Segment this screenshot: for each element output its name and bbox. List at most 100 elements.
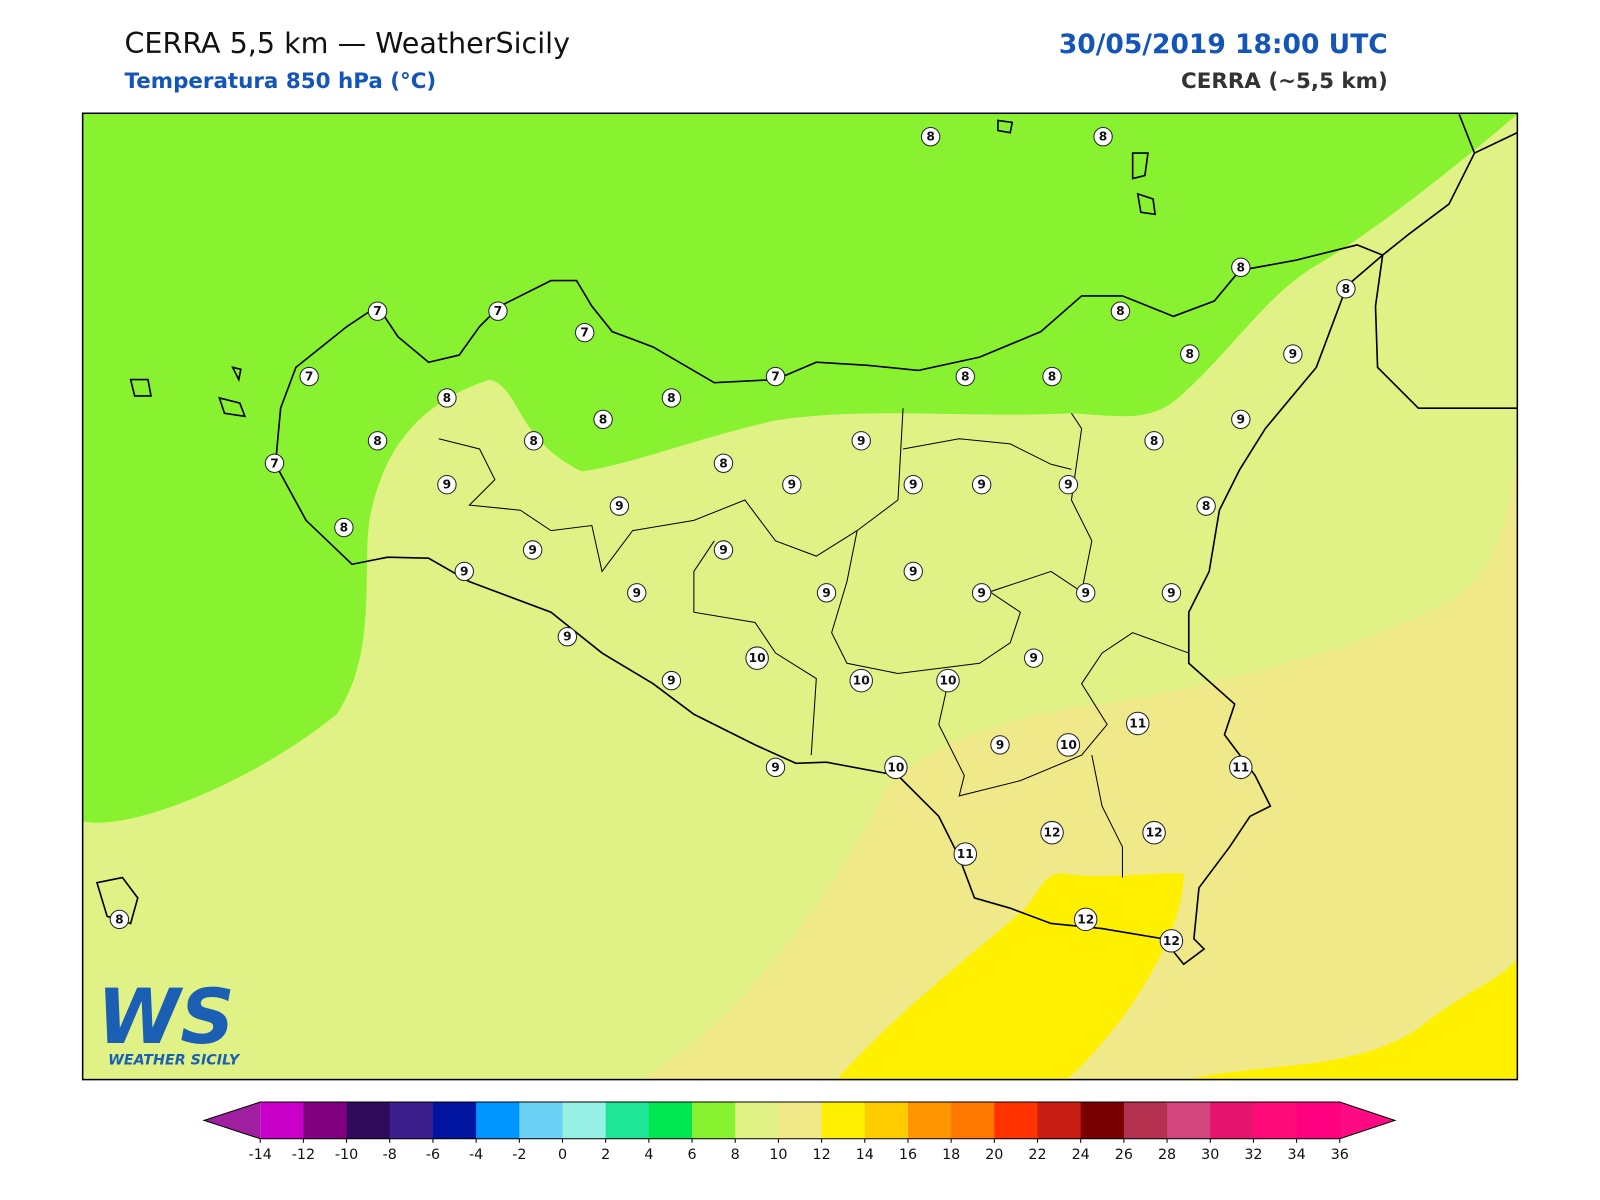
station: 9	[990, 735, 1010, 755]
station-marker	[903, 475, 923, 495]
station-marker	[1229, 755, 1253, 780]
station-marker	[745, 646, 769, 670]
station-value: 8	[1342, 282, 1351, 296]
station-value: 9	[771, 760, 780, 774]
station-value: 9	[667, 674, 676, 688]
colorbar-swatch	[260, 1102, 304, 1139]
station-value: 8	[1237, 260, 1246, 274]
station: 7	[264, 453, 285, 473]
station: 10	[1056, 733, 1081, 757]
station-marker	[661, 670, 682, 691]
station: 11	[1126, 711, 1150, 736]
colorbar-tick-label: 16	[899, 1147, 917, 1163]
colorbar-swatch	[1253, 1102, 1298, 1139]
colorbar-tick-label: 12	[813, 1147, 831, 1163]
station-marker	[990, 735, 1010, 755]
logo-mark: WS	[97, 973, 235, 1061]
colorbar-tick-label: 28	[1158, 1147, 1176, 1163]
station-marker	[713, 540, 734, 560]
station-value: 7	[580, 326, 589, 340]
colorbar-swatch	[778, 1102, 823, 1139]
field-12	[642, 448, 1518, 1080]
colorbar-tick-label: 6	[688, 1147, 697, 1163]
station-value: 9	[996, 738, 1005, 752]
colorbar-tick-label: 18	[942, 1147, 960, 1163]
colorbar-tick-label: 24	[1072, 1147, 1090, 1163]
station-value: 9	[1237, 412, 1246, 426]
station: 8	[1110, 301, 1131, 321]
province-borders	[438, 408, 1189, 878]
station: 7	[367, 301, 388, 321]
station-marker	[955, 366, 975, 387]
field-14	[1183, 959, 1518, 1080]
station: 8	[1093, 127, 1113, 147]
station-marker	[1040, 820, 1064, 845]
station-value: 8	[340, 521, 349, 535]
colorbar-tick-label: -6	[426, 1147, 440, 1163]
station: 9	[971, 475, 992, 495]
station: 9	[1058, 475, 1079, 495]
station-value: 9	[563, 630, 572, 644]
station-value: 9	[909, 478, 918, 492]
station-value: 10	[939, 674, 956, 688]
colorbar-tick-label: 2	[601, 1147, 610, 1163]
station: 9	[661, 670, 682, 691]
station-value: 8	[1048, 370, 1057, 384]
station: 9	[1161, 583, 1182, 603]
station: 9	[765, 757, 786, 778]
stations: 8 8 8 8 7 7 7 7 7 8 8 8 8 9 8 8 8 9 8 8 9 8 7 8 9 9 9 9 9 9 8 8 9 9 9 9 9 9 9 9…	[109, 127, 1356, 953]
station: 10	[936, 668, 960, 693]
colorbar-swatch	[389, 1102, 434, 1139]
station-value: 8	[1116, 304, 1125, 318]
colorbar-swatch	[605, 1102, 650, 1139]
station-value: 9	[1289, 347, 1298, 361]
station-value: 9	[528, 543, 537, 557]
colorbar-swatch	[1037, 1102, 1082, 1139]
station-value: 8	[1186, 347, 1195, 361]
station-marker	[522, 540, 543, 560]
station-value: 9	[1167, 586, 1176, 600]
station: 9	[971, 583, 992, 603]
colorbar-tick-label: 22	[1028, 1147, 1046, 1163]
station: 9	[903, 561, 923, 582]
station-value: 12	[1163, 934, 1180, 948]
colorbar-tick-label: 8	[731, 1147, 740, 1163]
map	[82, 113, 1518, 1080]
station-value: 8	[529, 434, 538, 448]
colorbar-tick-label: 4	[644, 1147, 653, 1163]
station-value: 12	[1077, 912, 1094, 926]
station-marker	[851, 431, 871, 451]
colorbar-tick-label: -4	[469, 1147, 483, 1163]
station-marker	[1161, 583, 1182, 603]
station-marker	[765, 757, 786, 778]
colorbar-swatch	[1080, 1102, 1125, 1139]
station-value: 8	[961, 370, 970, 384]
colorbar-swatch	[692, 1102, 736, 1139]
station-value: 12	[1146, 826, 1163, 840]
station-value: 10	[749, 651, 766, 665]
station-marker	[557, 627, 578, 647]
colorbar-swatch	[1296, 1102, 1341, 1139]
station-marker	[575, 322, 595, 343]
station-value: 8	[115, 912, 124, 926]
station-value: 11	[957, 847, 974, 861]
station-marker	[920, 127, 941, 147]
station-value: 9	[443, 478, 452, 492]
station-marker	[765, 366, 786, 387]
station-marker	[953, 842, 978, 866]
date: 30/05/2019 18:00 UTC	[1059, 29, 1388, 60]
station-marker	[488, 301, 508, 321]
station-value: 11	[1232, 760, 1249, 774]
station: 8	[955, 366, 975, 387]
station: 8	[1180, 344, 1200, 364]
colorbar-swatch	[1123, 1102, 1168, 1139]
station-marker	[264, 453, 285, 473]
station-marker	[1231, 409, 1251, 430]
colorbar-tick-label: 14	[856, 1147, 874, 1163]
station: 10	[884, 755, 908, 780]
station-value: 8	[599, 412, 608, 426]
colorbar-tick-label: 10	[769, 1147, 787, 1163]
station-value: 9	[788, 478, 797, 492]
station-marker	[884, 755, 908, 780]
